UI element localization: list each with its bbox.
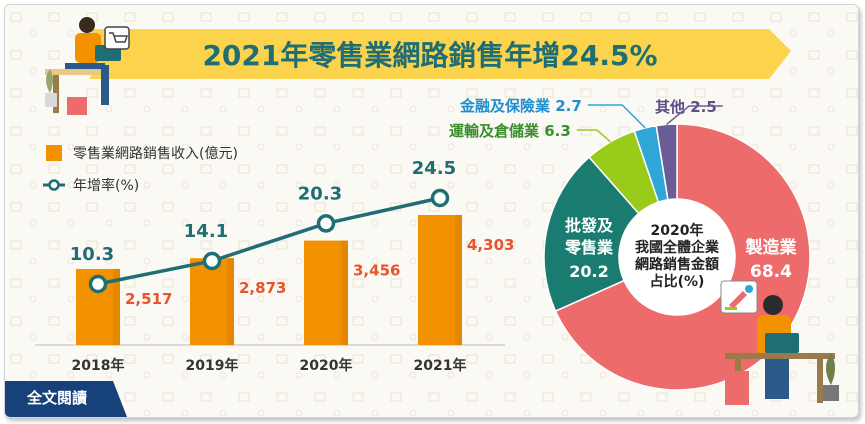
x-tick-label: 2018年 xyxy=(72,357,125,374)
bar xyxy=(304,240,348,345)
legend-bar-swatch xyxy=(46,145,62,161)
growth-point xyxy=(430,188,450,208)
x-tick-label: 2019年 xyxy=(186,357,239,374)
growth-point xyxy=(202,251,222,271)
chart-title: 2021年零售業網路銷售年增24.5% xyxy=(202,39,657,72)
slice-leader-line xyxy=(587,104,646,129)
growth-value-label: 10.3 xyxy=(70,244,114,265)
donut-center-label: 2020年 xyxy=(651,222,704,239)
read-full-button-bg[interactable] xyxy=(5,381,127,417)
rocket-report-icon xyxy=(720,280,758,314)
growth-line xyxy=(97,196,441,286)
slice-external-label: 運輸及倉儲業 6.3 xyxy=(449,122,571,140)
read-full-button[interactable]: 全文閱讀 xyxy=(26,389,87,407)
slice-value: 20.2 xyxy=(569,262,608,281)
growth-point xyxy=(316,214,336,233)
bar xyxy=(190,258,234,345)
donut-center-label: 網路銷售金額 xyxy=(635,256,719,273)
growth-value-label: 20.3 xyxy=(298,183,342,204)
bar-shade xyxy=(341,240,348,345)
chart-canvas: 2021年零售業網路銷售年增24.5% 零售業網路銷售收入(億元) 年增率(%) xyxy=(5,5,858,417)
growth-value-label: 24.5 xyxy=(412,158,456,179)
donut-center-label: 我國全體企業 xyxy=(635,239,720,256)
bar-value-label: 2,873 xyxy=(239,279,286,297)
slice-value: 68.4 xyxy=(750,262,792,282)
slice-leader-line xyxy=(666,105,723,125)
title-banner xyxy=(89,29,791,79)
donut-center xyxy=(619,199,735,315)
legend-bar-label: 零售業網路銷售收入(億元) xyxy=(73,146,238,162)
bar-line-chart: 2,517 2018年 2,873 2019年 3,456 2020年 4,303 2021年… xyxy=(35,158,514,374)
infographic-frame: 2021年零售業網路銷售年增24.5% 零售業網路銷售收入(億元) 年增率(%) xyxy=(4,4,859,418)
legend-line-label: 年增率(%) xyxy=(73,177,139,194)
x-tick-label: 2020年 xyxy=(300,357,353,374)
cart-icon xyxy=(104,26,130,50)
slice-external-label: 金融及保險業 2.7 xyxy=(459,97,582,115)
slice-label: 製造業 xyxy=(745,237,797,258)
bar-shade xyxy=(227,258,234,345)
bar-shade xyxy=(455,215,462,345)
bar-value-label: 3,456 xyxy=(353,262,400,280)
donut-external-labels: 運輸及倉儲業 6.3 金融及保險業 2.7 其他 2.5 xyxy=(449,97,723,143)
slice-label: 零售業 xyxy=(564,238,614,257)
x-tick-label: 2021年 xyxy=(414,357,467,374)
person-with-laptop-illustration xyxy=(45,17,121,115)
slice-leader-line xyxy=(576,129,611,143)
slice-label: 批發及 xyxy=(565,216,614,235)
slice-external-label: 其他 2.5 xyxy=(655,98,717,116)
growth-point xyxy=(88,274,108,294)
bar-value-label: 4,303 xyxy=(467,236,514,254)
legend-line-marker xyxy=(48,179,60,191)
growth-value-label: 14.1 xyxy=(184,221,228,242)
bar-shade xyxy=(113,268,120,345)
bar-value-label: 2,517 xyxy=(125,290,172,308)
bar xyxy=(418,215,462,345)
donut-center-label: 占比(%) xyxy=(650,273,705,290)
person-at-desk-illustration xyxy=(725,295,839,405)
